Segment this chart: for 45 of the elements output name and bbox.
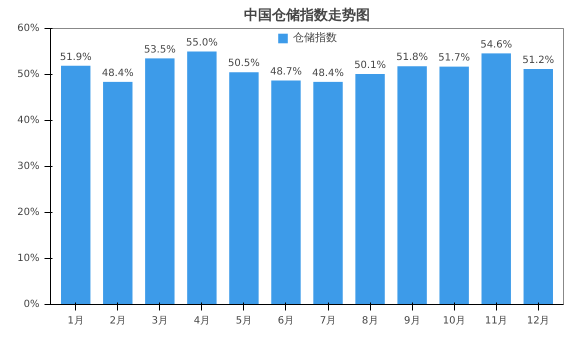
chart-title: 中国仓储指数走势图 (244, 8, 370, 24)
y-tick-label: 10% (17, 253, 40, 264)
x-tick-label: 5月 (236, 316, 252, 326)
data-label: 54.6% (480, 39, 512, 50)
data-label: 48.4% (312, 68, 344, 79)
y-tick-label: 0% (24, 299, 40, 310)
bar (229, 72, 259, 304)
bar (271, 80, 301, 304)
data-label: 51.9% (60, 52, 92, 63)
data-label: 48.4% (102, 68, 134, 79)
y-tick-label: 40% (17, 115, 40, 126)
bar (313, 82, 343, 304)
x-tick-label: 8月 (362, 316, 378, 326)
x-tick-label: 2月 (110, 316, 126, 326)
data-label: 55.0% (186, 38, 218, 48)
data-label: 50.5% (228, 58, 260, 70)
bar (355, 74, 385, 304)
bar (103, 82, 132, 304)
bar (439, 66, 469, 304)
x-tick-label: 10月 (442, 316, 466, 326)
x-tick-label: 7月 (320, 316, 336, 326)
x-tick-label: 1月 (68, 316, 84, 326)
x-tick-label: 11月 (484, 316, 508, 326)
data-label: 51.2% (522, 54, 554, 66)
bar (187, 52, 217, 304)
bar (482, 53, 511, 304)
bar (524, 68, 553, 304)
data-label: 51.8% (396, 52, 428, 64)
data-label: 50.1% (354, 60, 386, 72)
legend-label: 仓储指数 (293, 30, 337, 45)
y-tick-label: 20% (17, 207, 40, 218)
y-tick-label: 60% (17, 23, 40, 34)
bar (145, 58, 175, 304)
x-tick-label: 4月 (194, 316, 210, 326)
data-label: 48.7% (270, 66, 302, 78)
bar (397, 66, 427, 304)
bar (61, 66, 90, 304)
x-tick-label: 6月 (278, 316, 294, 326)
y-tick-label: 30% (17, 161, 40, 172)
x-tick-label: 12月 (526, 316, 550, 326)
y-tick-label: 50% (17, 69, 40, 80)
x-tick-label: 3月 (152, 316, 168, 326)
data-label: 51.7% (438, 52, 470, 64)
x-tick-label: 9月 (404, 316, 420, 326)
data-label: 53.5% (144, 44, 176, 56)
